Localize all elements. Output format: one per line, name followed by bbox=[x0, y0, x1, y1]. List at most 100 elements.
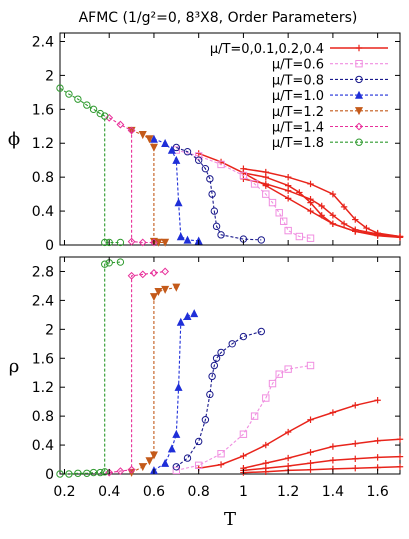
rho-data-point-blue bbox=[176, 317, 185, 326]
rho-data-point-red bbox=[217, 461, 225, 468]
phi-y-tick-label: 2 bbox=[45, 68, 54, 84]
legend-marker bbox=[354, 90, 364, 99]
rho-data-point-navy bbox=[208, 372, 216, 381]
legend-marker bbox=[355, 44, 363, 52]
phi-data-point-blue bbox=[167, 145, 176, 154]
rho-data-point-blue bbox=[190, 309, 199, 318]
rho-data-point-pink bbox=[275, 370, 283, 378]
phi-y-tick-label: 2.4 bbox=[32, 34, 54, 50]
phi-data-point-red bbox=[307, 207, 314, 215]
rho-data-point-navy bbox=[239, 332, 248, 341]
rho-data-point-pink bbox=[239, 430, 248, 438]
phi-data-point-red bbox=[307, 180, 314, 188]
phi-data-point-red bbox=[195, 150, 202, 157]
x-axis-label: T bbox=[224, 509, 236, 530]
rho-data-point-red bbox=[307, 466, 314, 473]
phi-data-point-navy bbox=[172, 143, 181, 152]
phi-data-point-blue bbox=[174, 198, 183, 207]
phi-series-line-green bbox=[59, 87, 121, 244]
phi-data-point-pink bbox=[306, 234, 315, 242]
rho-data-point-red bbox=[396, 436, 404, 443]
rho-data-point-red bbox=[329, 443, 337, 450]
rho-series-line-red bbox=[243, 438, 401, 469]
phi-data-point-red bbox=[284, 173, 292, 181]
phi-data-point-red bbox=[307, 196, 314, 203]
rho-y-tick-label: 2 bbox=[45, 322, 54, 338]
phi-data-point-red bbox=[240, 165, 247, 172]
phi-y-tick-label: 1.2 bbox=[32, 136, 54, 152]
rho-data-point-red bbox=[352, 455, 359, 463]
rho-data-point-red bbox=[307, 416, 314, 423]
phi-data-point-pink bbox=[279, 217, 288, 225]
rho-data-point-red bbox=[307, 449, 314, 456]
phi-data-point-navy bbox=[217, 231, 225, 239]
phi-y-tick-label: 1.6 bbox=[32, 102, 54, 118]
rho-y-ticks: 0 0.4 0.8 1.2 1.6 2 2.4 2.8 bbox=[32, 264, 400, 483]
phi-data-point-red bbox=[340, 203, 348, 211]
phi-data-point-green bbox=[56, 84, 64, 92]
phi-data-point-navy bbox=[257, 236, 266, 244]
phi-data-point-pink bbox=[275, 209, 283, 217]
rho-data-point-red bbox=[352, 465, 359, 472]
legend-marker bbox=[354, 107, 364, 116]
rho-data-point-pink bbox=[262, 394, 270, 402]
rho-series-line-pink bbox=[176, 364, 311, 471]
rho-data-point-magenta bbox=[138, 270, 147, 279]
phi-data-point-magenta bbox=[127, 237, 136, 246]
rho-data-point-red bbox=[374, 437, 381, 444]
rho-y-tick-label: 2.4 bbox=[32, 293, 54, 309]
rho-data-point-navy bbox=[210, 361, 219, 370]
rho-data-point-pink bbox=[284, 365, 292, 373]
phi-data-point-green bbox=[74, 95, 82, 103]
legend-marker bbox=[355, 138, 363, 146]
rho-data-point-brown bbox=[145, 457, 154, 466]
phi-y-tick-label: 0.8 bbox=[32, 170, 54, 186]
phi-x-ticks bbox=[63, 33, 379, 245]
phi-panel: ϕ 0 0.4 0.8 1.2 1.6 2 2.4 bbox=[8, 32, 404, 254]
phi-data-point-red bbox=[329, 220, 337, 227]
rho-data-point-red bbox=[396, 463, 404, 470]
rho-data-point-navy bbox=[201, 416, 210, 424]
phi-data-point-red bbox=[329, 212, 337, 219]
rho-data-point-blue bbox=[174, 382, 183, 391]
rho-plot-frame bbox=[59, 256, 401, 475]
phi-data-point-blue bbox=[183, 235, 192, 244]
rho-series-line-brown bbox=[131, 286, 177, 474]
rho-data-point-navy bbox=[217, 348, 225, 357]
phi-data-point-red bbox=[329, 190, 337, 198]
phi-data-point-blue bbox=[149, 134, 158, 143]
rho-data-point-blue bbox=[161, 458, 170, 467]
rho-y-tick-label: 1.2 bbox=[32, 380, 54, 396]
rho-data-point-blue bbox=[167, 444, 176, 453]
rho-data-point-green bbox=[74, 469, 82, 477]
rho-data-point-magenta bbox=[127, 271, 136, 280]
phi-data-point-pink bbox=[295, 232, 304, 241]
legend: μ/T=0,0.1,0.2,0.4μ/T=0.6μ/T=0.8μ/T=1.0μ/… bbox=[210, 42, 388, 151]
phi-data-point-pink bbox=[250, 180, 259, 188]
phi-series-line-red bbox=[243, 167, 401, 238]
phi-data-point-green bbox=[116, 238, 125, 247]
phi-data-point-pink bbox=[262, 190, 270, 198]
rho-data-point-blue bbox=[183, 311, 192, 321]
rho-data-point-brown bbox=[161, 285, 170, 294]
phi-data-point-blue bbox=[161, 138, 170, 147]
rho-data-point-red bbox=[329, 457, 337, 464]
rho-data-point-pink bbox=[306, 361, 315, 370]
rho-series-group bbox=[56, 258, 404, 478]
rho-data-point-brown bbox=[149, 451, 158, 460]
legend-label: μ/T=1.2 bbox=[272, 105, 324, 120]
rho-data-point-red bbox=[284, 454, 292, 462]
rho-data-point-green bbox=[65, 470, 73, 478]
rho-data-point-pink bbox=[268, 379, 277, 388]
rho-y-tick-label: 2.8 bbox=[32, 264, 54, 280]
rho-y-axis-label: ρ bbox=[9, 356, 20, 377]
phi-data-point-navy bbox=[208, 190, 216, 198]
x-tick-label: 1.4 bbox=[322, 484, 344, 500]
phi-data-point-green bbox=[101, 238, 109, 247]
rho-data-point-red bbox=[284, 428, 292, 436]
phi-data-point-red bbox=[262, 168, 269, 176]
rho-x-ticks: 0.2 0.4 0.6 0.8 1 1.2 1.4 1.6 bbox=[53, 257, 389, 500]
rho-data-point-navy bbox=[212, 354, 221, 362]
phi-data-point-red bbox=[352, 226, 359, 233]
phi-data-point-green bbox=[83, 101, 91, 109]
